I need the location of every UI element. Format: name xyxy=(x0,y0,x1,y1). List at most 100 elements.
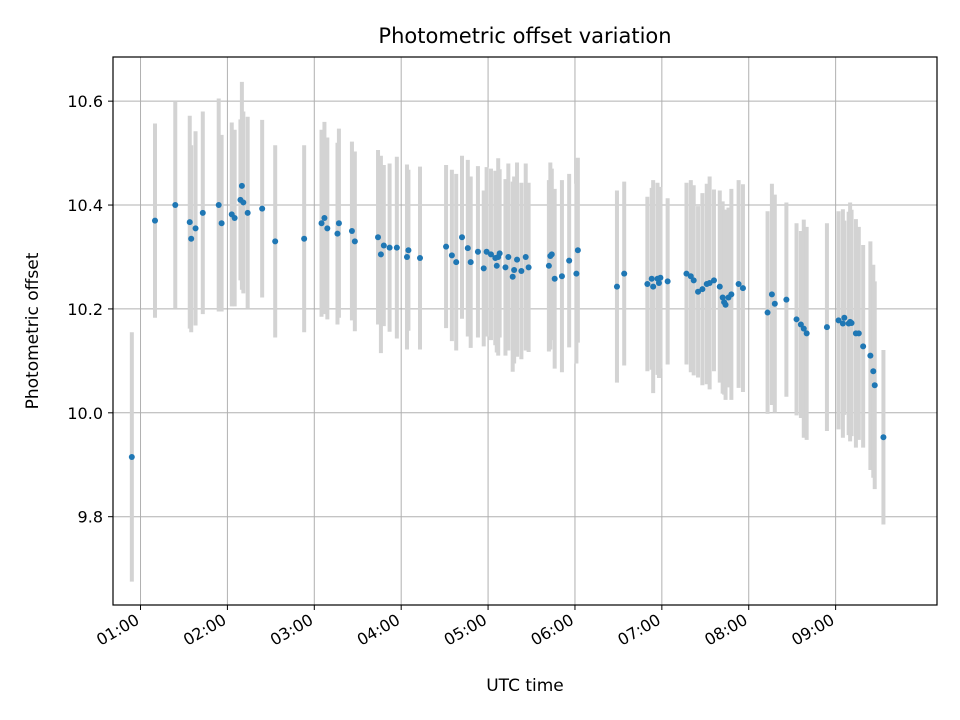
data-point xyxy=(797,321,804,328)
data-point xyxy=(448,252,455,259)
data-point xyxy=(321,215,328,222)
data-point xyxy=(480,265,487,272)
y-axis-ticks: 9.8 10.0 10.2 10.4 10.6 xyxy=(67,92,113,527)
data-point xyxy=(683,270,690,277)
data-point xyxy=(151,217,158,224)
x-tick-label: 07:00 xyxy=(614,610,663,650)
data-point xyxy=(768,291,775,298)
data-point xyxy=(739,285,746,292)
data-point xyxy=(467,259,474,266)
data-point xyxy=(855,330,862,337)
data-point xyxy=(474,248,481,255)
data-point xyxy=(664,278,671,285)
data-point xyxy=(244,209,251,216)
data-point xyxy=(525,264,532,271)
x-axis-ticks: 01:00 02:00 03:00 04:00 05:00 06:00 07:00 08:00… xyxy=(93,605,838,650)
data-point xyxy=(823,324,830,331)
data-point xyxy=(318,220,325,227)
data-point xyxy=(558,273,565,280)
data-point xyxy=(644,280,651,287)
data-point xyxy=(548,251,555,258)
data-point xyxy=(839,320,846,327)
data-point xyxy=(706,279,713,286)
data-point xyxy=(380,242,387,249)
data-point xyxy=(870,368,877,375)
x-tick-label: 08:00 xyxy=(701,610,750,650)
data-point xyxy=(771,300,778,307)
data-point xyxy=(514,256,521,263)
data-point xyxy=(483,248,490,255)
data-point xyxy=(218,220,225,227)
data-point xyxy=(511,266,518,273)
data-point xyxy=(417,255,424,262)
y-axis-label: Photometric offset xyxy=(23,252,43,409)
data-point xyxy=(551,275,558,282)
data-point xyxy=(835,317,842,324)
data-point xyxy=(377,251,384,258)
data-point xyxy=(240,199,247,206)
data-point xyxy=(573,270,580,277)
data-point xyxy=(186,219,193,226)
x-tick-label: 03:00 xyxy=(267,610,316,650)
data-point xyxy=(657,274,664,281)
data-point xyxy=(800,325,807,332)
data-point xyxy=(496,250,503,257)
x-tick-label: 05:00 xyxy=(441,610,490,650)
data-point xyxy=(324,225,331,232)
data-point xyxy=(764,309,771,316)
y-tick-label: 10.4 xyxy=(67,196,103,215)
data-point xyxy=(574,247,581,254)
data-point xyxy=(502,264,509,271)
data-point xyxy=(648,275,655,282)
data-point xyxy=(716,283,723,290)
data-point xyxy=(453,259,460,266)
data-point xyxy=(403,253,410,260)
data-point xyxy=(728,291,735,298)
data-point xyxy=(621,270,628,277)
data-point xyxy=(655,279,662,286)
data-point xyxy=(405,247,412,254)
data-point xyxy=(351,238,358,245)
data-point xyxy=(215,202,222,209)
chart-title: Photometric offset variation xyxy=(378,24,671,48)
data-point xyxy=(301,235,308,242)
x-tick-label: 01:00 xyxy=(93,610,142,650)
data-point xyxy=(690,277,697,284)
data-point xyxy=(393,244,400,251)
data-point xyxy=(803,330,810,337)
data-point xyxy=(722,301,729,308)
data-point xyxy=(518,268,525,275)
data-point xyxy=(188,235,195,242)
data-point xyxy=(459,234,466,241)
data-point xyxy=(386,244,393,251)
data-point xyxy=(443,243,450,250)
data-point xyxy=(348,228,355,235)
data-point xyxy=(841,314,848,321)
data-point xyxy=(272,238,279,245)
data-point xyxy=(848,319,855,326)
y-tick-label: 10.0 xyxy=(67,404,103,423)
data-point xyxy=(695,288,702,295)
data-point xyxy=(238,182,245,189)
data-point xyxy=(493,262,500,269)
data-point xyxy=(699,286,706,293)
data-point xyxy=(259,205,266,212)
data-point xyxy=(505,253,512,260)
data-point xyxy=(871,382,878,389)
x-tick-label: 06:00 xyxy=(528,610,577,650)
y-tick-label: 10.6 xyxy=(67,92,103,111)
data-point xyxy=(650,283,657,290)
data-point xyxy=(545,262,552,269)
x-axis-label: UTC time xyxy=(486,676,564,696)
data-point xyxy=(793,316,800,323)
data-point xyxy=(128,453,135,460)
data-point xyxy=(509,273,516,280)
x-tick-label: 04:00 xyxy=(354,610,403,650)
data-point xyxy=(710,277,717,284)
plot-frame xyxy=(112,56,938,606)
data-point xyxy=(334,230,341,237)
data-point xyxy=(687,273,694,280)
data-point xyxy=(719,294,726,301)
data-point xyxy=(335,220,342,227)
